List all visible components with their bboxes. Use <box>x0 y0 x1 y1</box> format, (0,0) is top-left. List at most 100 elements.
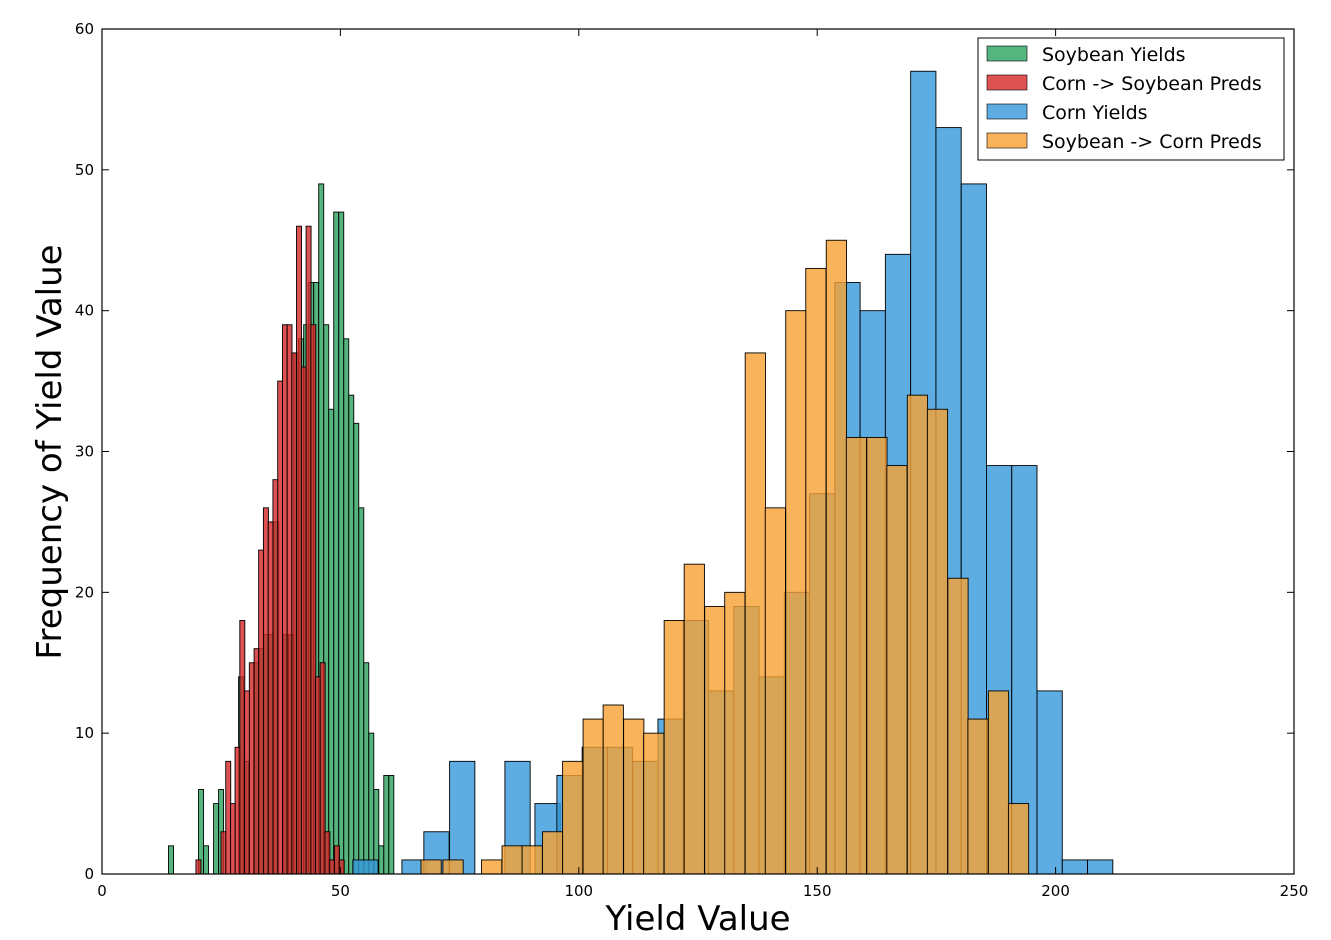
legend: Soybean Yields Corn -> Soybean Preds Cor… <box>977 37 1285 161</box>
bar-series-2-3 <box>449 760 476 875</box>
bar-series-3-23 <box>906 394 929 875</box>
bar-series-1-9 <box>258 549 265 875</box>
bar-series-1-1 <box>220 831 227 875</box>
x-tick-label-5: 250 <box>1280 882 1309 900</box>
bar-series-0-24 <box>343 338 350 875</box>
legend-label-corn-yields: Corn Yields <box>1042 102 1148 124</box>
bar-series-3-17 <box>785 310 807 875</box>
bar-series-3-5 <box>542 831 564 875</box>
bar-series-3-7 <box>582 718 604 875</box>
y-axis-title: Frequency of Yield Value <box>30 244 70 659</box>
legend-item-corn-soybean-preds: Corn -> Soybean Preds <box>986 73 1262 95</box>
bar-series-1-19 <box>305 225 312 875</box>
series-3-bars <box>420 239 1030 875</box>
x-tick-label-3: 150 <box>803 882 832 900</box>
x-tick-label-4: 200 <box>1041 882 1070 900</box>
y-tick-label-5: 50 <box>75 161 94 179</box>
bar-series-3-13 <box>704 605 726 875</box>
bar-series-3-21 <box>866 436 888 875</box>
legend-swatch-corn-yields <box>986 103 1028 120</box>
bar-series-3-6 <box>562 760 584 875</box>
bar-series-0-23 <box>338 211 345 875</box>
y-tick-label-3: 30 <box>75 443 94 461</box>
bar-series-1-22 <box>319 662 326 875</box>
bar-series-3-14 <box>724 591 746 875</box>
bar-series-0-32 <box>383 774 390 875</box>
bar-series-0-26 <box>353 422 360 875</box>
bar-series-1-16 <box>291 352 298 875</box>
bar-series-0-3 <box>213 803 220 875</box>
bar-series-2-27 <box>1087 859 1114 875</box>
bar-series-1-4 <box>234 746 241 875</box>
y-tick-label-1: 10 <box>75 724 94 742</box>
legend-swatch-corn-soybean-preds <box>986 74 1028 91</box>
bar-series-3-8 <box>602 704 624 875</box>
bar-series-3-0 <box>420 859 442 875</box>
bar-series-1-12 <box>272 479 279 875</box>
bar-series-1-7 <box>248 662 255 875</box>
legend-swatch-soybean-corn-preds <box>986 132 1028 149</box>
legend-item-soybean-corn-preds: Soybean -> Corn Preds <box>986 131 1262 153</box>
bar-series-1-11 <box>267 521 274 875</box>
bar-series-2-25 <box>1036 690 1063 875</box>
bar-series-1-10 <box>262 507 269 875</box>
bar-series-3-27 <box>987 690 1010 875</box>
bar-series-3-16 <box>764 507 786 875</box>
y-tick-label-6: 60 <box>75 20 94 38</box>
legend-label-soybean-corn-preds: Soybean -> Corn Preds <box>1042 131 1262 153</box>
x-tick-label-1: 50 <box>331 882 350 900</box>
legend-box <box>977 37 1285 161</box>
bar-series-0-0 <box>168 845 174 875</box>
bar-series-1-15 <box>286 324 293 875</box>
bar-series-0-22 <box>333 211 340 875</box>
bar-series-3-25 <box>947 577 969 875</box>
bar-series-0-21 <box>328 408 335 875</box>
bar-series-3-20 <box>845 436 867 875</box>
y-tick-label-4: 40 <box>75 302 94 320</box>
bar-series-0-2 <box>203 845 210 875</box>
legend-item-corn-yields: Corn Yields <box>986 102 1148 124</box>
bar-series-3-4 <box>521 845 543 875</box>
bar-series-0-27 <box>358 507 365 875</box>
bar-series-3-9 <box>623 718 645 875</box>
bar-series-3-18 <box>805 267 827 875</box>
bar-series-1-24 <box>329 859 336 875</box>
x-axis-title: Yield Value <box>604 899 790 939</box>
bar-series-1-18 <box>300 366 307 875</box>
bar-series-3-24 <box>926 408 949 875</box>
bar-series-3-1 <box>442 859 464 875</box>
bar-series-3-10 <box>643 732 665 875</box>
bar-series-3-19 <box>825 239 847 875</box>
bar-series-0-29 <box>368 732 375 875</box>
bar-series-1-5 <box>239 620 246 875</box>
bar-series-0-31 <box>378 845 385 875</box>
x-tick-label-0: 0 <box>97 882 107 900</box>
bar-series-3-3 <box>501 845 523 875</box>
bar-series-2-26 <box>1061 859 1089 875</box>
histogram-bars <box>168 70 1114 875</box>
legend-label-corn-soybean-preds: Corn -> Soybean Preds <box>1042 73 1262 95</box>
bar-series-1-23 <box>324 831 331 875</box>
bar-series-1-13 <box>277 380 284 875</box>
bar-series-0-25 <box>348 394 355 875</box>
x-tick-label-2: 100 <box>564 882 593 900</box>
bar-series-2-0 <box>352 859 379 875</box>
legend-item-soybean-yields: Soybean Yields <box>986 44 1186 66</box>
y-tick-label-2: 20 <box>75 583 94 601</box>
bar-series-0-28 <box>363 662 370 875</box>
bar-series-3-15 <box>744 352 766 875</box>
bar-series-1-17 <box>296 225 302 875</box>
bar-series-3-2 <box>481 859 503 875</box>
bar-series-1-0 <box>195 859 202 875</box>
axis-ticks: 0 50 100 150 200 250 0 10 20 30 40 50 60 <box>75 20 1308 900</box>
bar-series-1-25 <box>333 845 340 875</box>
bar-series-3-26 <box>967 718 989 875</box>
y-tick-label-0: 0 <box>84 865 94 883</box>
bar-series-3-11 <box>663 620 685 875</box>
bar-series-3-28 <box>1007 803 1030 875</box>
bar-series-1-21 <box>314 676 321 875</box>
legend-swatch-soybean-yields <box>986 45 1028 62</box>
bar-series-3-22 <box>886 465 908 875</box>
bar-series-0-33 <box>388 774 395 875</box>
